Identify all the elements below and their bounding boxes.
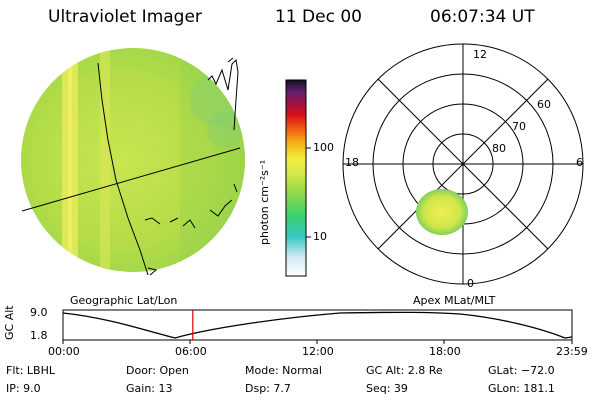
mlat-label-60: 60: [537, 98, 551, 111]
colorbar-tick-10: 10: [313, 230, 327, 243]
colorbar-unit-label: photon cm⁻²s⁻¹: [258, 159, 271, 245]
ip-status: IP: 9.0: [6, 382, 41, 395]
altitude-timeline: [62, 309, 573, 344]
auroral-oval-blob: [416, 189, 468, 235]
date-label: 11 Dec 00: [275, 7, 362, 27]
colorbar-tick-100: 100: [313, 141, 334, 154]
timeline-y-label: GC Alt: [3, 305, 16, 340]
timeline-y-tick-max: 9.0: [30, 306, 48, 319]
mlt-label-6: 6: [576, 156, 583, 169]
glon-status: GLon: 181.1: [488, 382, 555, 395]
timeline-x-tick-0600: 06:00: [175, 345, 207, 358]
mode-status: Mode: Normal: [245, 364, 322, 377]
mlat-label-70: 70: [512, 120, 526, 133]
door-status: Door: Open: [126, 364, 189, 377]
gc-alt-status: GC Alt: 2.8 Re: [366, 364, 443, 377]
mlt-label-0: 0: [467, 277, 474, 290]
filter-status: Flt: LBHL: [6, 364, 55, 377]
timeline-x-tick-1800: 18:00: [429, 345, 461, 358]
time-label: 06:07:34 UT: [430, 7, 535, 27]
mlt-label-12: 12: [473, 48, 487, 61]
right-panel-caption: Apex MLat/MLT: [413, 294, 496, 307]
polar-plot: [342, 43, 584, 285]
timeline-x-tick-1200: 12:00: [302, 345, 334, 358]
seq-status: Seq: 39: [366, 382, 408, 395]
left-panel-caption: Geographic Lat/Lon: [70, 294, 178, 307]
mlat-label-80: 80: [492, 142, 506, 155]
colorbar: [285, 79, 307, 277]
glat-status: GLat: −72.0: [488, 364, 555, 377]
mlt-label-18: 18: [345, 156, 359, 169]
gain-status: Gain: 13: [126, 382, 173, 395]
instrument-title: Ultraviolet Imager: [48, 7, 202, 27]
timeline-y-tick-min: 1.8: [30, 329, 48, 342]
earth-image: [21, 48, 245, 276]
timeline-x-tick-2359: 23:59: [556, 345, 588, 358]
dsp-status: Dsp: 7.7: [245, 382, 291, 395]
timeline-x-tick-0000: 00:00: [48, 345, 80, 358]
